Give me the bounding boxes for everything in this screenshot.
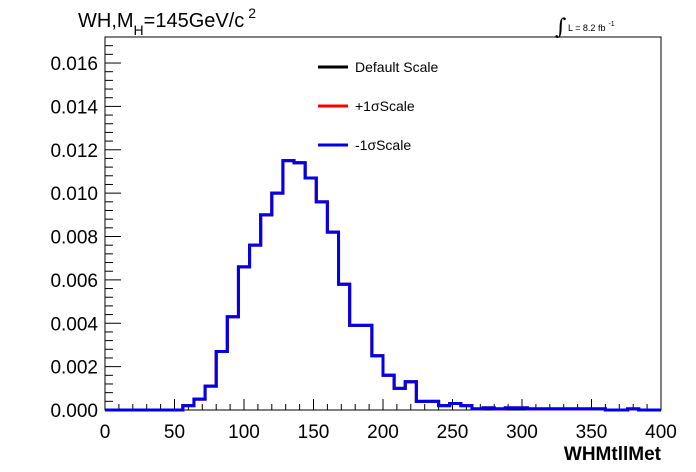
x-tick-label: 0 (100, 422, 111, 443)
x-tick-label: 300 (506, 422, 538, 443)
y-tick-label: 0.004 (50, 314, 98, 335)
x-tick-label: 400 (645, 422, 677, 443)
y-tick-label: 0.000 (50, 401, 98, 422)
series-line-3 (105, 159, 661, 412)
x-tick-label: 350 (576, 422, 608, 443)
y-tick-label: 0.002 (50, 358, 98, 379)
y-tick-label: 0.010 (50, 184, 98, 205)
chart-title: WH,MH=145GeV/c 2 (78, 5, 256, 38)
axes: 0 50 100 150 200 250 300 350 400 0.000 0.002 0.004 0… (50, 36, 677, 443)
series-layer (105, 159, 661, 412)
y-tick-label: 0.012 (50, 141, 98, 162)
legend-label: -1σScale (355, 137, 411, 153)
x-tick-label: 150 (298, 422, 330, 443)
luminosity-label: L = 8.2 fb -1 (568, 21, 615, 33)
y-tick-label: 0.014 (50, 97, 98, 118)
x-tick-label: 200 (367, 422, 399, 443)
x-tick-label: 250 (437, 422, 469, 443)
legend-label: +1σScale (355, 98, 415, 114)
x-tick-label: 100 (228, 422, 260, 443)
x-tick-label: 50 (164, 422, 185, 443)
legend-label: Default Scale (355, 59, 438, 75)
y-tick-label: 0.008 (50, 228, 98, 249)
y-tick-label: 0.016 (50, 54, 98, 75)
legend: Default Scale +1σScale -1σScale (318, 59, 438, 153)
y-tick-label: 0.006 (50, 271, 98, 292)
integral-symbol: ∫ (555, 15, 567, 40)
x-axis-label: WHMtllMet (564, 444, 662, 465)
luminosity-annotation: ∫ L = 8.2 fb -1 (555, 15, 615, 40)
